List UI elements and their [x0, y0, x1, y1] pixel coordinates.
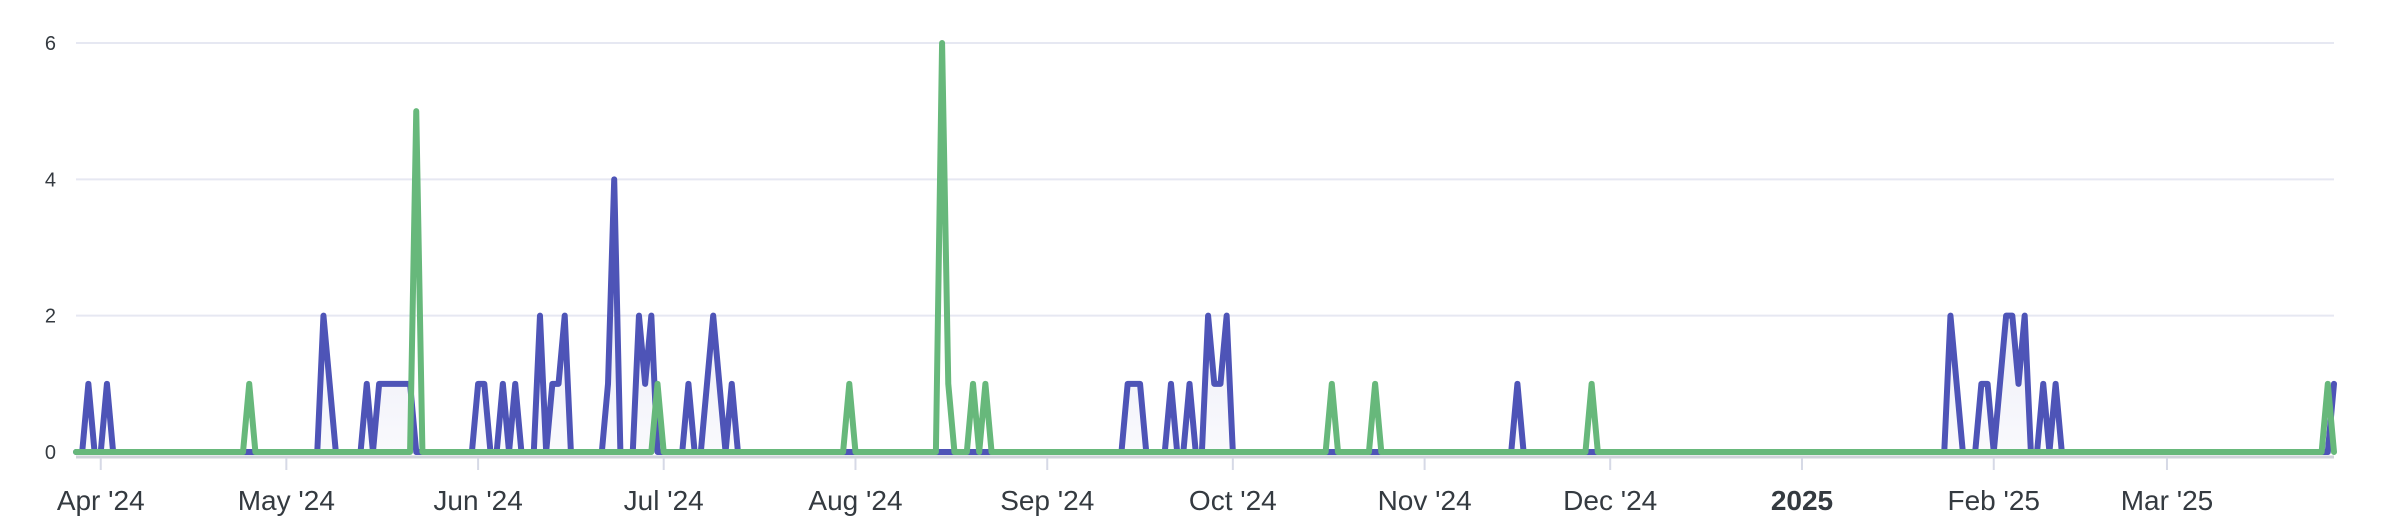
y-tick-label: 0 [45, 442, 56, 464]
x-tick-label: Aug '24 [808, 485, 902, 516]
y-tick-label: 2 [45, 306, 56, 328]
x-tick-label: Mar '25 [2121, 485, 2214, 516]
x-tick-label: Apr '24 [57, 485, 145, 516]
x-tick-label: Feb '25 [1947, 485, 2040, 516]
x-tick-label: Dec '24 [1563, 485, 1657, 516]
x-tick-label: 2025 [1771, 485, 1833, 516]
x-tick-label: Nov '24 [1378, 485, 1472, 516]
x-tick-label: Jul '24 [624, 485, 704, 516]
x-tick-label: May '24 [238, 485, 335, 516]
plot-area [73, 40, 2337, 455]
y-axis: 0 2 4 6 [45, 33, 56, 464]
series-line-green [73, 40, 2337, 455]
x-tick-label: Jun '24 [433, 485, 522, 516]
x-tick-label: Sep '24 [1000, 485, 1094, 516]
y-tick-label: 4 [45, 169, 56, 191]
series-area-fill [76, 179, 2334, 452]
y-tick-label: 6 [45, 33, 56, 55]
gridlines [76, 42, 2334, 459]
x-tick-label: Oct '24 [1189, 485, 1277, 516]
x-axis: Apr '24 May '24 Jun '24 Jul '24 Aug '24 Sep '… [57, 458, 2213, 516]
